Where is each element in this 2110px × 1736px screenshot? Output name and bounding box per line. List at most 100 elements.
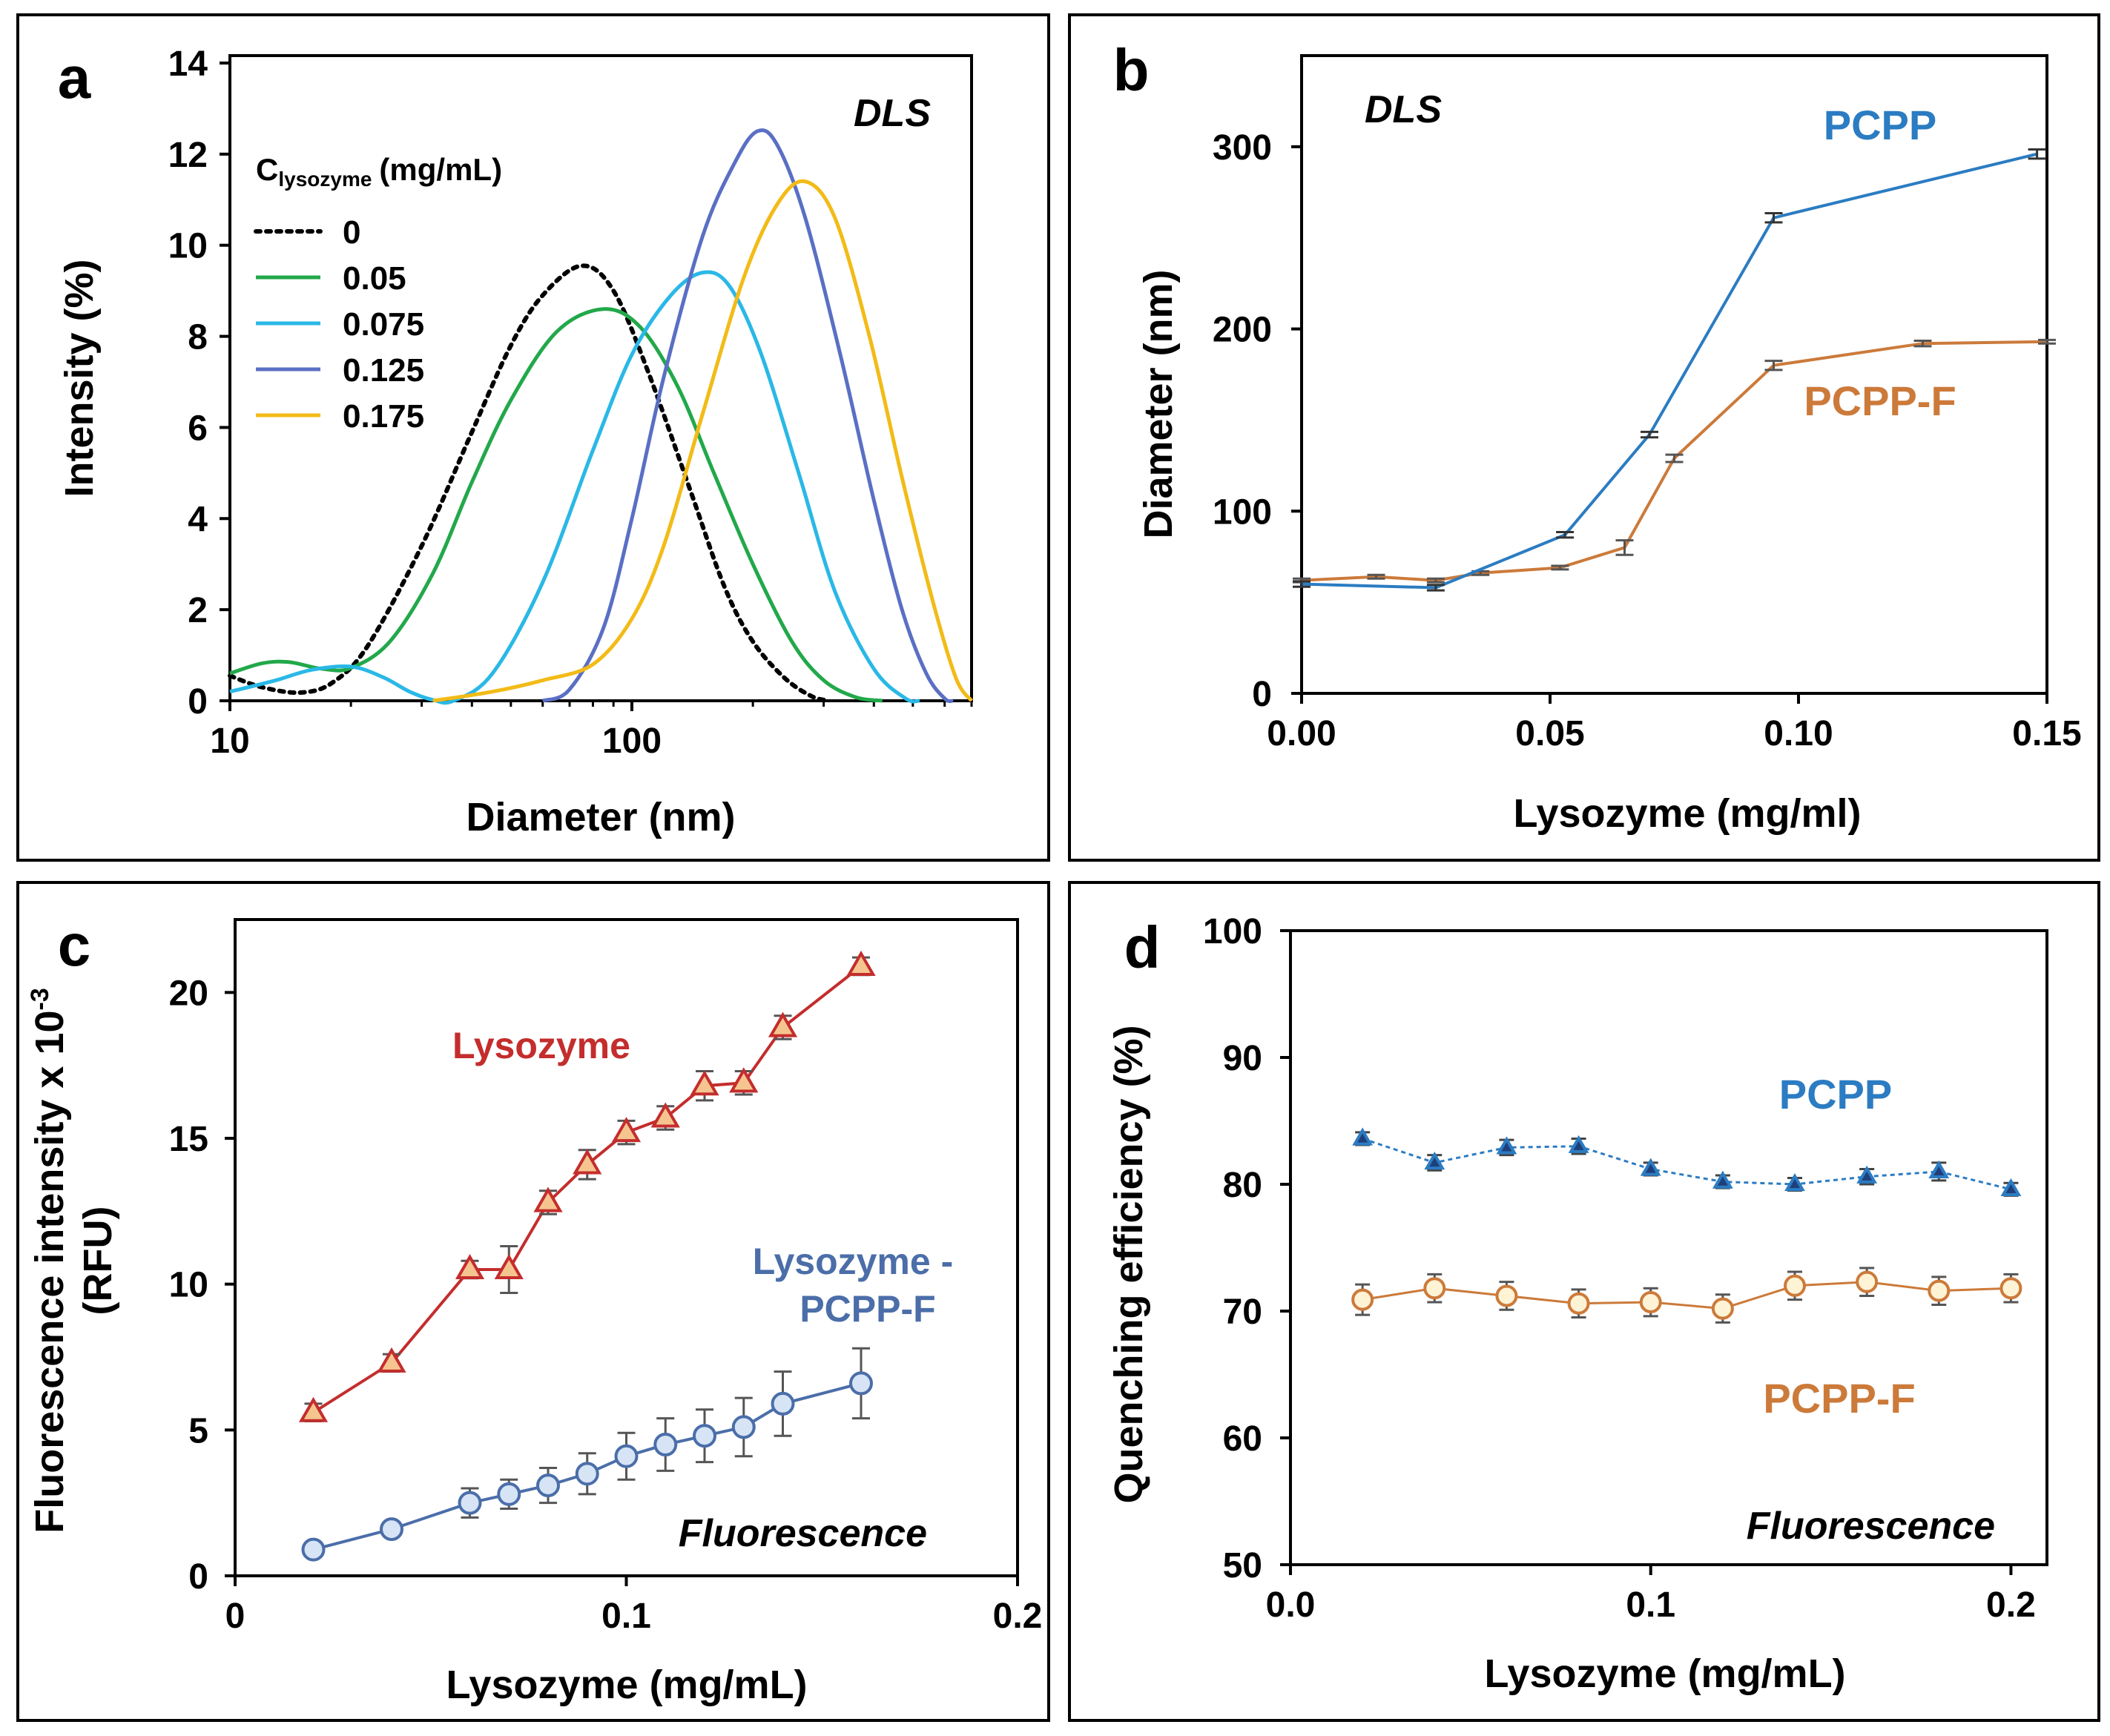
pcpp-d-point	[1496, 1136, 1517, 1155]
panel-d-axes: 50 60 70 80 90 100 0.0 0.1 0.2	[1203, 912, 2036, 1625]
panel-b-ytick-label: 300	[1213, 128, 1272, 168]
pcpp-d-point	[2000, 1178, 2022, 1196]
panel-b-xlabel: Lysozyme (mg/ml)	[1513, 791, 1861, 836]
panel-d-ytick-label: 60	[1223, 1419, 1262, 1459]
legend-label-0.125: 0.125	[343, 352, 424, 389]
panel-b-label: b	[1113, 37, 1150, 103]
panel-d-xtick-label: 0.2	[1986, 1585, 2036, 1625]
panel-a-xlabel: Diameter (nm)	[466, 795, 735, 839]
curve-0	[228, 263, 832, 703]
panel-d-label: d	[1124, 914, 1161, 980]
panel-a-xtick-label: 100	[602, 722, 662, 761]
panel-a-frame	[16, 13, 1050, 862]
lysozyme-pcpp-f-point	[653, 1433, 678, 1456]
series-label-lysozyme: Lysozyme	[452, 1025, 630, 1066]
legend-entries: 0 0.05 0.075 0.125 0.175	[254, 214, 424, 435]
panel-d-xtick-label: 0.0	[1266, 1585, 1316, 1625]
panel-c-ylabel-line2: (RFU)	[76, 1207, 120, 1316]
pcpp-errorbar	[1641, 430, 1658, 439]
curve-0.075	[229, 270, 920, 705]
pcpp-f-errorbar	[1665, 453, 1684, 463]
panel-c-ylabel-line1: Fluorescence intensity x 10-3	[26, 988, 72, 1534]
panel-b-ytick-label: 0	[1252, 675, 1272, 714]
panel-c: c 0 5 10 15 20 0 0.1 0.2 Lysozyme Lysozyme - PC…	[16, 881, 1050, 1722]
panel-a-series	[228, 128, 974, 705]
pcpp-d-point	[1424, 1151, 1445, 1170]
pcpp-f-d-line	[1362, 1281, 2011, 1310]
pcpp-d-point	[1784, 1172, 1805, 1192]
pcpp-errorbar	[1426, 584, 1445, 592]
pcpp-f-d-point	[1567, 1292, 1590, 1315]
pcpp-d-point	[1352, 1127, 1374, 1146]
panel-b: b 0 100 200 300 0.00 0.05 0.10 0.15 DLS PCPP PC…	[1068, 13, 2100, 862]
series-label-pcpp-f: PCPP-F	[1804, 377, 1956, 424]
panel-c-annotation: Fluorescence	[679, 1512, 927, 1555]
panel-c-xtick-label: 0.2	[993, 1597, 1043, 1636]
panel-a-ytick-label: 2	[188, 591, 208, 630]
panel-d-annotation: Fluorescence	[1747, 1505, 1995, 1548]
panel-a-ytick-label: 6	[188, 409, 208, 448]
panel-b-ytick-label: 100	[1213, 492, 1272, 532]
legend-label-0.075: 0.075	[343, 306, 424, 343]
series-label-pcpp-f-d: PCPP-F	[1763, 1375, 1915, 1422]
panel-d-ytick-label: 70	[1223, 1293, 1262, 1332]
series-label-pcpp-d: PCPP	[1779, 1071, 1893, 1118]
panel-a-ylabel: Intensity (%)	[57, 259, 102, 497]
panel-b-xtick-label: 0.05	[1515, 714, 1584, 753]
panel-c-xtick-label: 0.1	[601, 1597, 651, 1636]
lysozyme-point	[455, 1253, 485, 1280]
panel-a-ytick-label: 12	[168, 136, 208, 175]
pcpp-f-errorbar	[2038, 338, 2056, 345]
panel-c-ytick-label: 5	[188, 1411, 208, 1450]
panel-d-ytick-label: 50	[1223, 1546, 1262, 1585]
panel-d-ytick-label: 90	[1223, 1039, 1262, 1078]
panel-a-axes: 0 2 4 6 8 10 12 14 10 100	[168, 44, 973, 761]
pcpp-f-d-point	[1928, 1279, 1951, 1302]
curve-0.05	[229, 307, 883, 703]
panel-c-ytick-label: 15	[169, 1120, 208, 1159]
lysozyme-point	[533, 1187, 563, 1212]
lysozyme-pcpp-f-point	[693, 1424, 716, 1448]
panel-d-frame	[1068, 881, 2100, 1722]
panel-c-axes: 0 5 10 15 20 0 0.1 0.2	[169, 974, 1043, 1636]
pcpp-errorbar	[1556, 531, 1575, 539]
pcpp-f-d-point	[1351, 1288, 1374, 1311]
lysozyme-line	[312, 965, 863, 1414]
lysozyme-pcpp-f-point	[301, 1537, 326, 1562]
panel-c-series	[298, 950, 876, 1562]
panel-c-ytick-label: 10	[169, 1266, 208, 1305]
panel-b-axes: 0 100 200 300 0.00 0.05 0.10 0.15	[1213, 128, 2082, 753]
lysozyme-point	[846, 950, 876, 976]
lysozyme-point	[650, 1102, 680, 1128]
pcpp-errorbar	[1293, 580, 1310, 588]
pcpp-f-errorbar	[1367, 573, 1385, 580]
lysozyme-point	[690, 1070, 719, 1096]
curve-0.125	[541, 128, 954, 704]
panel-a-ytick-label: 8	[188, 318, 208, 357]
series-label-lysozyme-pcpp-f-line1: Lysozyme -	[753, 1241, 953, 1282]
lysozyme-point	[768, 1011, 798, 1037]
pcpp-f-errorbar	[1426, 577, 1445, 584]
pcpp-errorbar	[1764, 212, 1783, 224]
panel-a-ytick-label: 10	[168, 227, 208, 266]
pcpp-f-errorbar	[1913, 340, 1932, 348]
lysozyme-pcpp-f-point	[614, 1444, 639, 1468]
panel-a-legend: Clysozyme (mg/mL) 0 0.05 0.075 0.125 0.175	[254, 152, 502, 435]
panel-b-annotation: DLS	[1365, 88, 1442, 131]
lysozyme-point	[494, 1253, 524, 1280]
panel-b-frame	[1068, 13, 2100, 862]
panel-b-xtick-label: 0.15	[2012, 714, 2081, 753]
pcpp-d-point	[1856, 1165, 1878, 1184]
lysozyme-pcpp-f-point	[380, 1517, 403, 1542]
legend-title: Clysozyme (mg/mL)	[256, 152, 502, 191]
panel-c-frame	[16, 881, 1050, 1722]
lysozyme-point	[377, 1347, 406, 1373]
pcpp-f-line	[1301, 340, 2048, 582]
pcpp-f-errorbar	[1764, 360, 1783, 372]
pcpp-f-errorbar	[1615, 539, 1634, 556]
pcpp-f-d-point	[1999, 1277, 2022, 1300]
pcpp-d-point	[1640, 1158, 1661, 1176]
pcpp-d-point	[1712, 1170, 1733, 1189]
panel-d-ytick-label: 80	[1223, 1166, 1262, 1205]
